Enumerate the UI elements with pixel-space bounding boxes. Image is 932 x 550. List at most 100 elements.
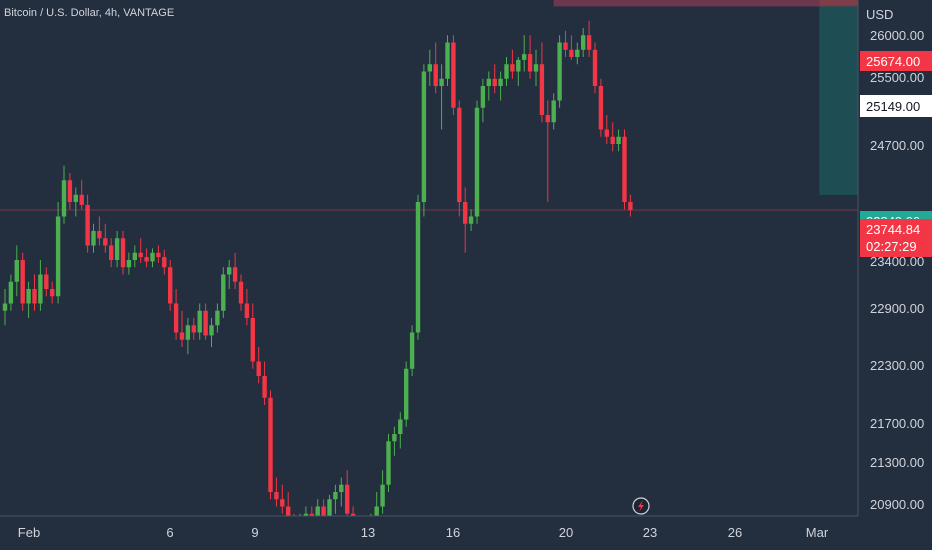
candle [138, 238, 143, 263]
candle [427, 49, 432, 86]
time-tick-label: 9 [251, 525, 258, 540]
candle-body [209, 325, 214, 336]
candle-body [44, 274, 49, 289]
candle [592, 42, 598, 94]
candle [144, 248, 149, 268]
candle-body [191, 325, 196, 333]
candle [380, 470, 385, 514]
candle-body [409, 332, 415, 369]
candle-body [592, 49, 598, 86]
candle [551, 93, 556, 130]
candle [480, 78, 486, 123]
candle [114, 231, 120, 268]
candle-body [586, 35, 592, 50]
candle-body [386, 441, 391, 485]
candle-body [510, 64, 515, 72]
candle [73, 187, 78, 217]
candle-body [539, 64, 545, 115]
candle-body [392, 434, 397, 442]
candle [421, 64, 427, 217]
candle-body [492, 78, 497, 86]
candle [545, 100, 550, 202]
candle-body [569, 49, 574, 57]
candle-body [622, 136, 627, 202]
resistance-zone[interactable] [553, 0, 820, 7]
candle [274, 477, 279, 507]
candle-body [321, 506, 326, 519]
candle-body [203, 310, 208, 336]
candle-body [474, 107, 480, 217]
candle-body [138, 252, 143, 258]
candle-body [114, 238, 120, 260]
candle-body [50, 289, 55, 297]
candle-body [221, 274, 226, 311]
candle [26, 281, 31, 318]
candle-body [55, 216, 61, 297]
candle-body [197, 310, 202, 333]
candle [179, 310, 185, 347]
time-tick-label: 6 [166, 525, 173, 540]
price-tick-label: 22900.00 [870, 301, 924, 316]
candle-body [398, 419, 403, 434]
candle-body [61, 180, 67, 217]
candle [256, 347, 261, 384]
candle [415, 194, 421, 340]
candle-body [91, 231, 96, 246]
time-tick-label: 23 [643, 525, 657, 540]
candle-body [463, 202, 468, 224]
time-axis-panel[interactable] [0, 516, 932, 550]
candle [610, 122, 615, 152]
candle-body [179, 332, 185, 340]
candle [498, 71, 503, 101]
candle [280, 484, 285, 514]
candle [557, 35, 562, 108]
candle [563, 30, 568, 57]
candle-body [527, 54, 533, 72]
candle-body [26, 289, 31, 304]
candle-body [215, 310, 220, 326]
price-axis-panel[interactable] [858, 0, 932, 516]
candle [345, 470, 350, 521]
candle [215, 303, 220, 333]
candle-body [563, 42, 568, 50]
candle [409, 325, 415, 376]
candle [150, 248, 155, 268]
entry-value: 25149.00 [866, 99, 920, 114]
price-tick-label: 21300.00 [870, 455, 924, 470]
candle-body [551, 100, 556, 123]
candle-body [439, 78, 444, 86]
candle [203, 303, 208, 340]
price-tick-label: 26000.00 [870, 28, 924, 43]
candle-body [109, 245, 114, 260]
candle [103, 223, 108, 253]
candle [433, 42, 438, 94]
candle-body [67, 180, 73, 202]
candle-body [256, 361, 261, 376]
lightning-icon[interactable] [632, 497, 650, 515]
candle-body [103, 238, 108, 246]
candle [79, 180, 84, 210]
candle-body [610, 136, 615, 144]
candle-body [173, 303, 179, 333]
entry-tag: 25149.00 [860, 95, 932, 117]
candle [262, 361, 267, 405]
candle [55, 202, 61, 304]
candle-body [268, 397, 273, 492]
candle [250, 303, 255, 369]
candle [504, 57, 509, 86]
candle [91, 223, 96, 253]
candle-body [404, 368, 409, 420]
candle [191, 318, 196, 340]
price-tick-label: 22300.00 [870, 358, 924, 373]
candle-body [516, 59, 521, 72]
candle [445, 35, 450, 86]
candle [185, 318, 191, 355]
candle-body [380, 484, 385, 507]
current-price-tag: 23744.84 02:27:29 [860, 219, 932, 257]
candle-body [327, 499, 332, 519]
candle-body [315, 506, 320, 519]
candle [156, 245, 161, 263]
candle [386, 434, 391, 492]
candle [392, 426, 397, 456]
